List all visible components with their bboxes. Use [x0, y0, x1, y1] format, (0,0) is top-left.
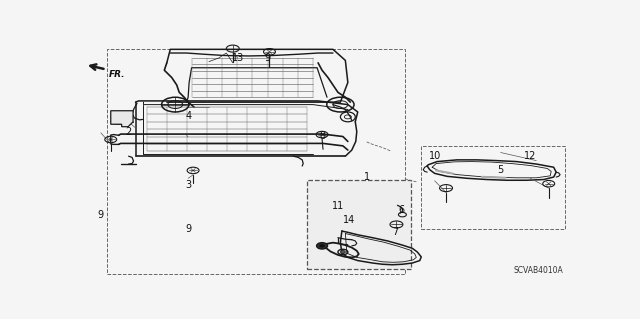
Ellipse shape — [340, 250, 346, 254]
Text: 5: 5 — [497, 165, 504, 175]
Text: 3: 3 — [185, 180, 191, 190]
Text: SCVAB4010A: SCVAB4010A — [514, 266, 564, 275]
Text: 6: 6 — [398, 205, 404, 215]
Text: 14: 14 — [342, 215, 355, 225]
Text: 9: 9 — [185, 224, 191, 234]
Text: 7: 7 — [392, 227, 398, 237]
Ellipse shape — [319, 244, 325, 248]
Text: 2: 2 — [125, 127, 132, 137]
Bar — [421, 146, 565, 229]
Text: 8: 8 — [319, 131, 325, 141]
Text: 11: 11 — [332, 201, 344, 211]
Text: 10: 10 — [429, 151, 441, 161]
Text: 1: 1 — [364, 172, 370, 182]
Text: 4: 4 — [185, 111, 191, 122]
Text: 9: 9 — [98, 210, 104, 220]
Text: 13: 13 — [232, 53, 244, 63]
Text: 12: 12 — [524, 151, 536, 161]
Text: 9: 9 — [264, 53, 271, 63]
Text: FR.: FR. — [109, 70, 125, 79]
Polygon shape — [111, 111, 133, 127]
Bar — [108, 49, 405, 274]
Bar — [307, 180, 412, 269]
Ellipse shape — [317, 243, 328, 249]
